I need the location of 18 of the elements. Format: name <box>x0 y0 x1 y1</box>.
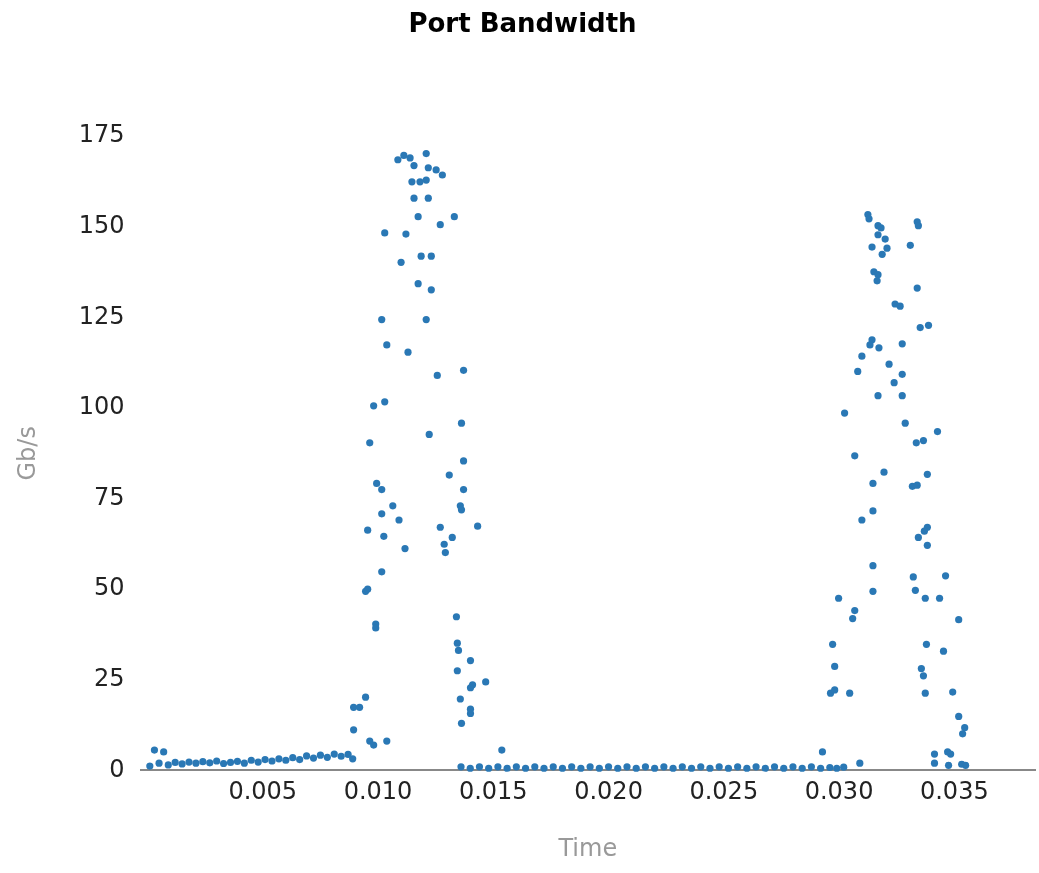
x-tick-label: 0.025 <box>689 777 759 806</box>
y-tick-label: 100 <box>78 392 125 421</box>
y-axis-title: Gb/s <box>12 426 41 481</box>
x-tick-label: 0.035 <box>919 777 989 806</box>
x-tick-label: 0.015 <box>458 777 528 806</box>
chart-title: Port Bandwidth <box>408 8 637 39</box>
x-tick-label: 0.010 <box>343 777 413 806</box>
y-tick-label: 0 <box>109 754 125 783</box>
x-tick-label: 0.030 <box>804 777 874 806</box>
x-axis-title: Time <box>557 833 618 862</box>
x-tick-label: 0.020 <box>574 777 643 806</box>
y-tick-label: 125 <box>78 301 125 330</box>
y-tick-label: 25 <box>94 664 125 693</box>
x-tick-label: 0.005 <box>228 777 298 806</box>
y-tick-label: 150 <box>78 211 125 240</box>
y-tick-label: 75 <box>94 482 125 511</box>
y-tick-label: 50 <box>94 573 125 602</box>
y-tick-label: 175 <box>78 120 125 149</box>
